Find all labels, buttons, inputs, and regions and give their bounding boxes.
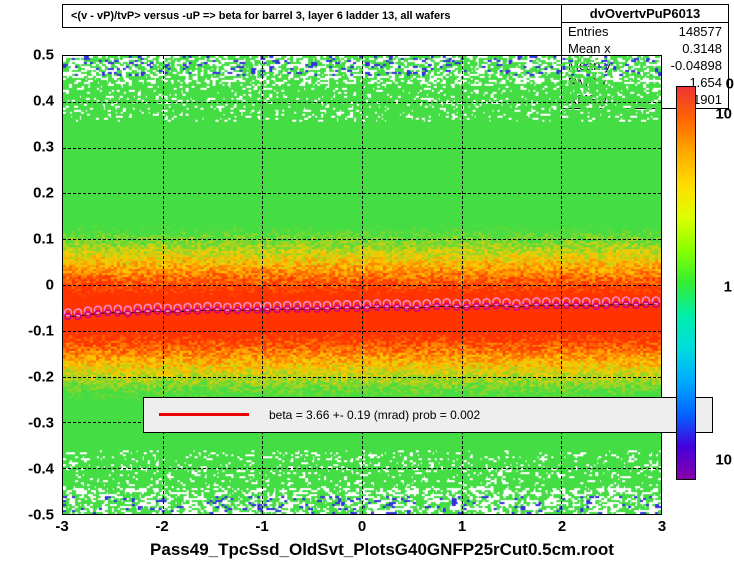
plot-area: beta = 3.66 +- 0.19 (mrad) prob = 0.002 xyxy=(62,55,662,515)
colorbar-ticks: 101100 xyxy=(698,86,732,480)
heatmap-canvas xyxy=(63,56,661,514)
fit-legend: beta = 3.66 +- 0.19 (mrad) prob = 0.002 xyxy=(143,397,713,433)
stats-row: Entries148577 xyxy=(562,23,728,40)
x-axis-label: Pass49_TpcSsd_OldSvt_PlotsG40GNFP25rCut0… xyxy=(62,540,702,560)
legend-line xyxy=(159,413,249,416)
stats-name: dvOvertvPuP6013 xyxy=(562,5,728,23)
colorbar xyxy=(676,86,696,480)
legend-text: beta = 3.66 +- 0.19 (mrad) prob = 0.002 xyxy=(269,408,480,422)
y-axis-ticks: -0.5-0.4-0.3-0.2-0.100.10.20.30.40.5 xyxy=(0,55,60,515)
x-axis-ticks: -3-2-10123 xyxy=(62,518,662,538)
chart-title: <(v - vP)/tvP> versus -uP => beta for ba… xyxy=(62,4,562,28)
